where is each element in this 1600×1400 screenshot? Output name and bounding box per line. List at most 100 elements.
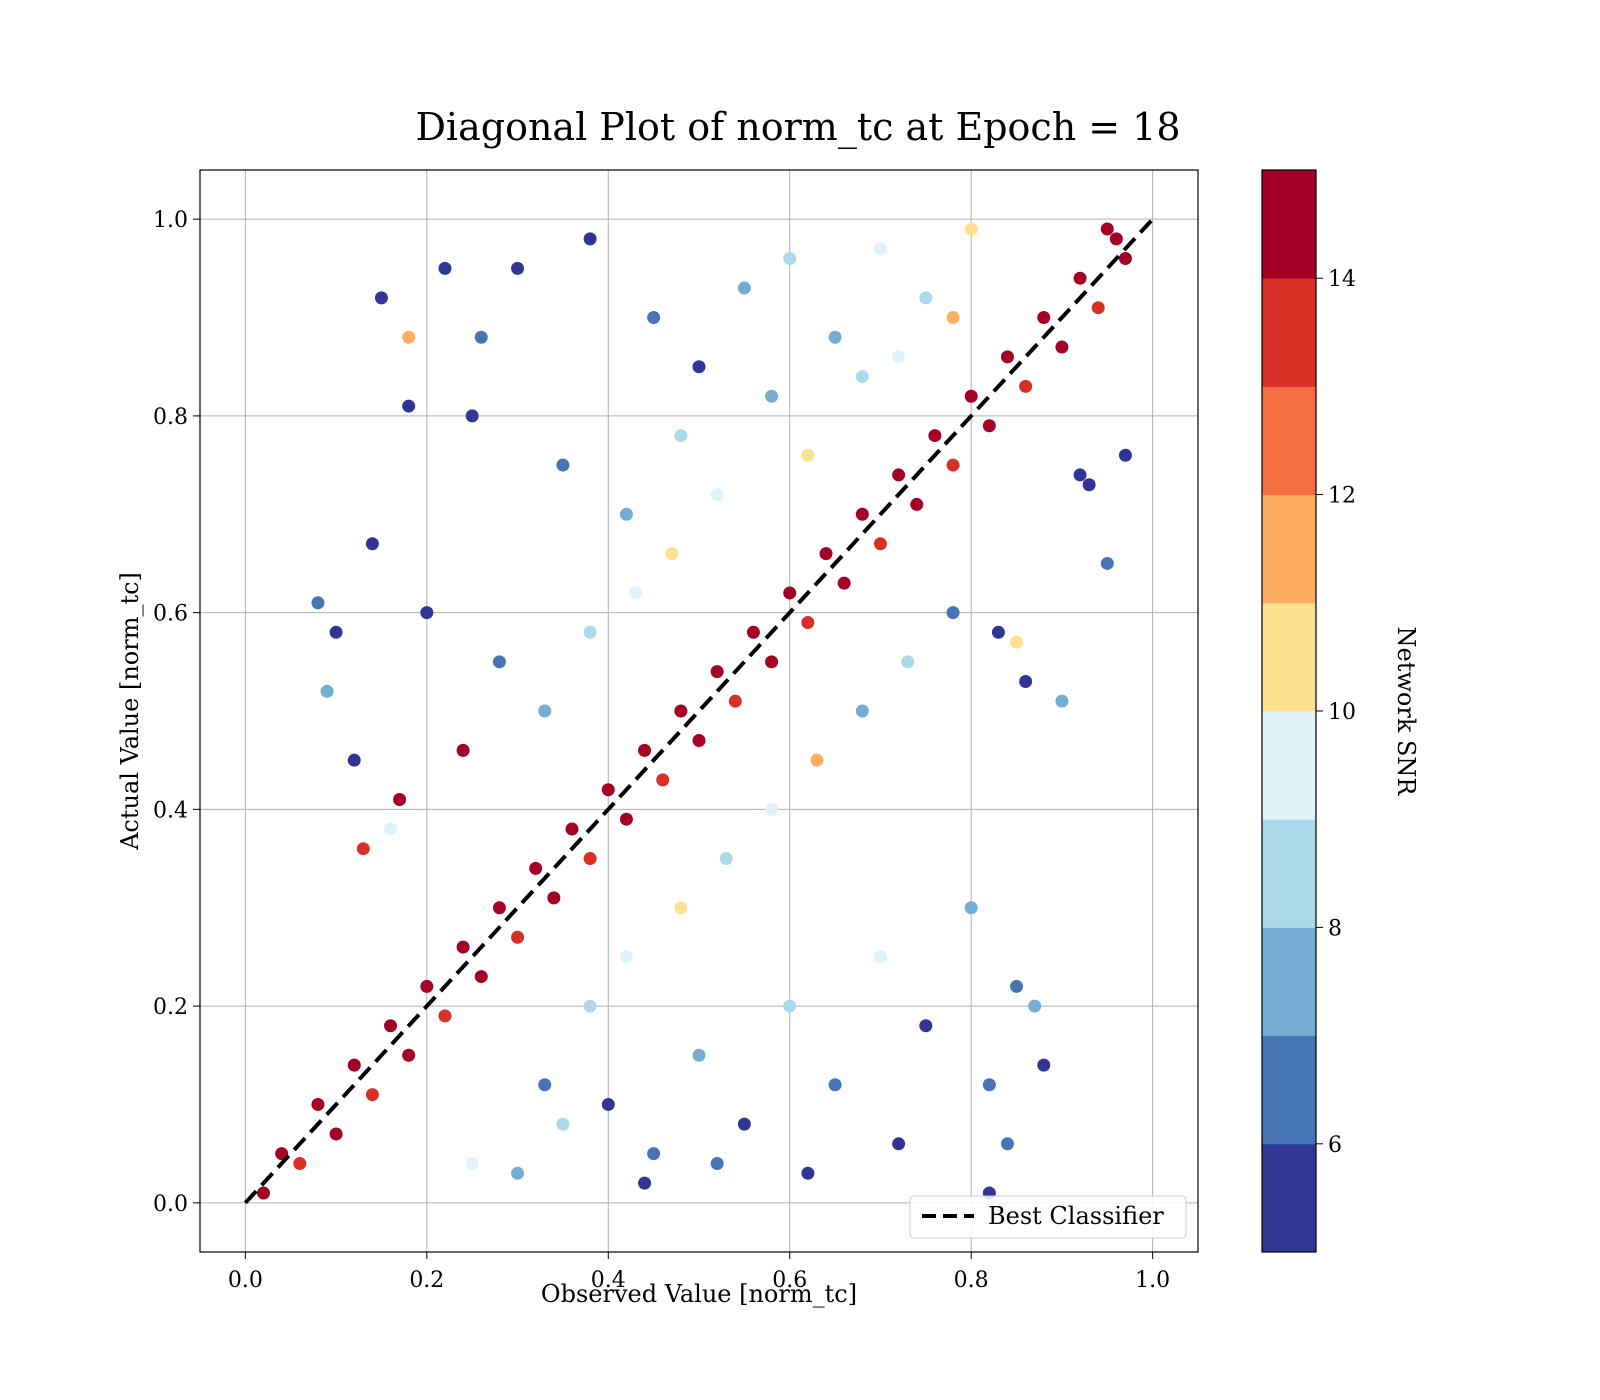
scatter-point <box>692 360 706 374</box>
grid <box>200 170 1198 1252</box>
scatter-point <box>746 625 760 639</box>
legend-box <box>909 1195 1187 1239</box>
scatter-point <box>365 1088 379 1102</box>
scatter-point <box>619 507 633 521</box>
scatter-point <box>356 842 370 856</box>
scatter-point <box>1037 1058 1051 1072</box>
scatter-point <box>1055 340 1069 354</box>
scatter-point <box>547 891 561 905</box>
scatter-point <box>311 596 325 610</box>
plot-area <box>199 169 1199 1253</box>
scatter-point <box>710 488 724 502</box>
scatter-point <box>556 1117 570 1131</box>
scatter-point <box>474 330 488 344</box>
colorbar-segment <box>1262 602 1316 712</box>
scatter-point <box>982 419 996 433</box>
colorbar-segment <box>1262 386 1316 496</box>
scatter-point <box>529 861 543 875</box>
scatter-point <box>465 409 479 423</box>
scatter-point <box>892 350 906 364</box>
scatter-point <box>1055 694 1069 708</box>
x-tick-label: 0.2 <box>409 1268 444 1293</box>
scatter-point <box>583 625 597 639</box>
scatter-point <box>320 684 334 698</box>
scatter-point <box>928 429 942 443</box>
scatter-point <box>801 448 815 462</box>
scatter-point <box>384 1019 398 1033</box>
colorbar-segment <box>1262 711 1316 820</box>
x-tick-label: 0.6 <box>772 1268 807 1293</box>
scatter-point <box>619 812 633 826</box>
scatter-point <box>257 1186 271 1200</box>
scatter-point <box>538 1078 552 1092</box>
legend: Best Classifier <box>909 1195 1187 1239</box>
scatter-point <box>873 950 887 964</box>
scatter-point <box>347 1058 361 1072</box>
colorbar-segment <box>1262 494 1316 604</box>
scatter-point <box>674 429 688 443</box>
scatter-point <box>456 743 470 757</box>
scatter-point <box>393 793 407 807</box>
scatter-point <box>674 901 688 915</box>
colorbar-tick-label: 10 <box>1328 700 1356 725</box>
scatter-point <box>765 655 779 669</box>
y-tick-label: 0.8 <box>153 405 188 430</box>
scatter-point <box>710 1156 724 1170</box>
scatter-point <box>1000 350 1014 364</box>
scatter-point <box>910 497 924 511</box>
scatter-point <box>1019 379 1033 393</box>
scatter-point <box>365 537 379 551</box>
scatter-point <box>647 1147 661 1161</box>
colorbar <box>1261 169 1317 1253</box>
scatter-point <box>565 822 579 836</box>
scatter-point <box>737 1117 751 1131</box>
scatter-point <box>347 753 361 767</box>
scatter-point <box>647 311 661 325</box>
scatter-point <box>402 1048 416 1062</box>
scatter-point <box>819 547 833 561</box>
y-tick-label: 0.6 <box>153 602 188 627</box>
best-classifier-line <box>243 217 1155 1205</box>
scatter-point <box>991 625 1005 639</box>
x-axis-label: Observed Value [norm_tc] <box>541 1280 857 1308</box>
scatter-point <box>1037 311 1051 325</box>
scatter-point <box>1000 1137 1014 1151</box>
scatter-point <box>538 704 552 718</box>
scatter-point <box>837 576 851 590</box>
x-tick-label: 0.8 <box>954 1268 989 1293</box>
scatter-point <box>601 783 615 797</box>
scatter-point <box>674 704 688 718</box>
scatter-point <box>420 979 434 993</box>
plot-frame <box>199 169 1199 1253</box>
scatter-point <box>329 1127 343 1141</box>
colorbar-segment <box>1262 819 1316 928</box>
scatter-point <box>1010 635 1024 649</box>
scatter-point <box>1019 674 1033 688</box>
scatter-point <box>873 537 887 551</box>
colorbar-segment <box>1262 278 1316 387</box>
scatter-point <box>719 852 733 866</box>
colorbar-ticks: 6 8 10 12 14 <box>1316 267 1356 1158</box>
x-tick-label: 0.4 <box>591 1268 626 1293</box>
scatter-point <box>919 291 933 305</box>
y-tick-label: 0.0 <box>153 1192 188 1217</box>
scatter-point <box>583 999 597 1013</box>
scatter-point <box>946 606 960 620</box>
scatter-point <box>511 261 525 275</box>
scatter-point <box>384 822 398 836</box>
scatter-point <box>1073 468 1087 482</box>
scatter-point <box>964 222 978 236</box>
scatter-point <box>946 311 960 325</box>
scatter-point <box>901 655 915 669</box>
scatter-point <box>1118 448 1132 462</box>
scatter-point <box>511 1166 525 1180</box>
scatter-point <box>1118 252 1132 266</box>
chart-title: Diagonal Plot of norm_tc at Epoch = 18 <box>415 105 1180 150</box>
y-axis-ticks: 0.0 0.2 0.4 0.6 0.8 1.0 <box>153 208 200 1217</box>
scatter-point <box>783 252 797 266</box>
colorbar-segment <box>1262 1035 1316 1145</box>
scatter-point <box>474 970 488 984</box>
x-tick-label: 0.0 <box>228 1268 263 1293</box>
scatter-points <box>257 222 1132 1200</box>
scatter-point <box>420 606 434 620</box>
